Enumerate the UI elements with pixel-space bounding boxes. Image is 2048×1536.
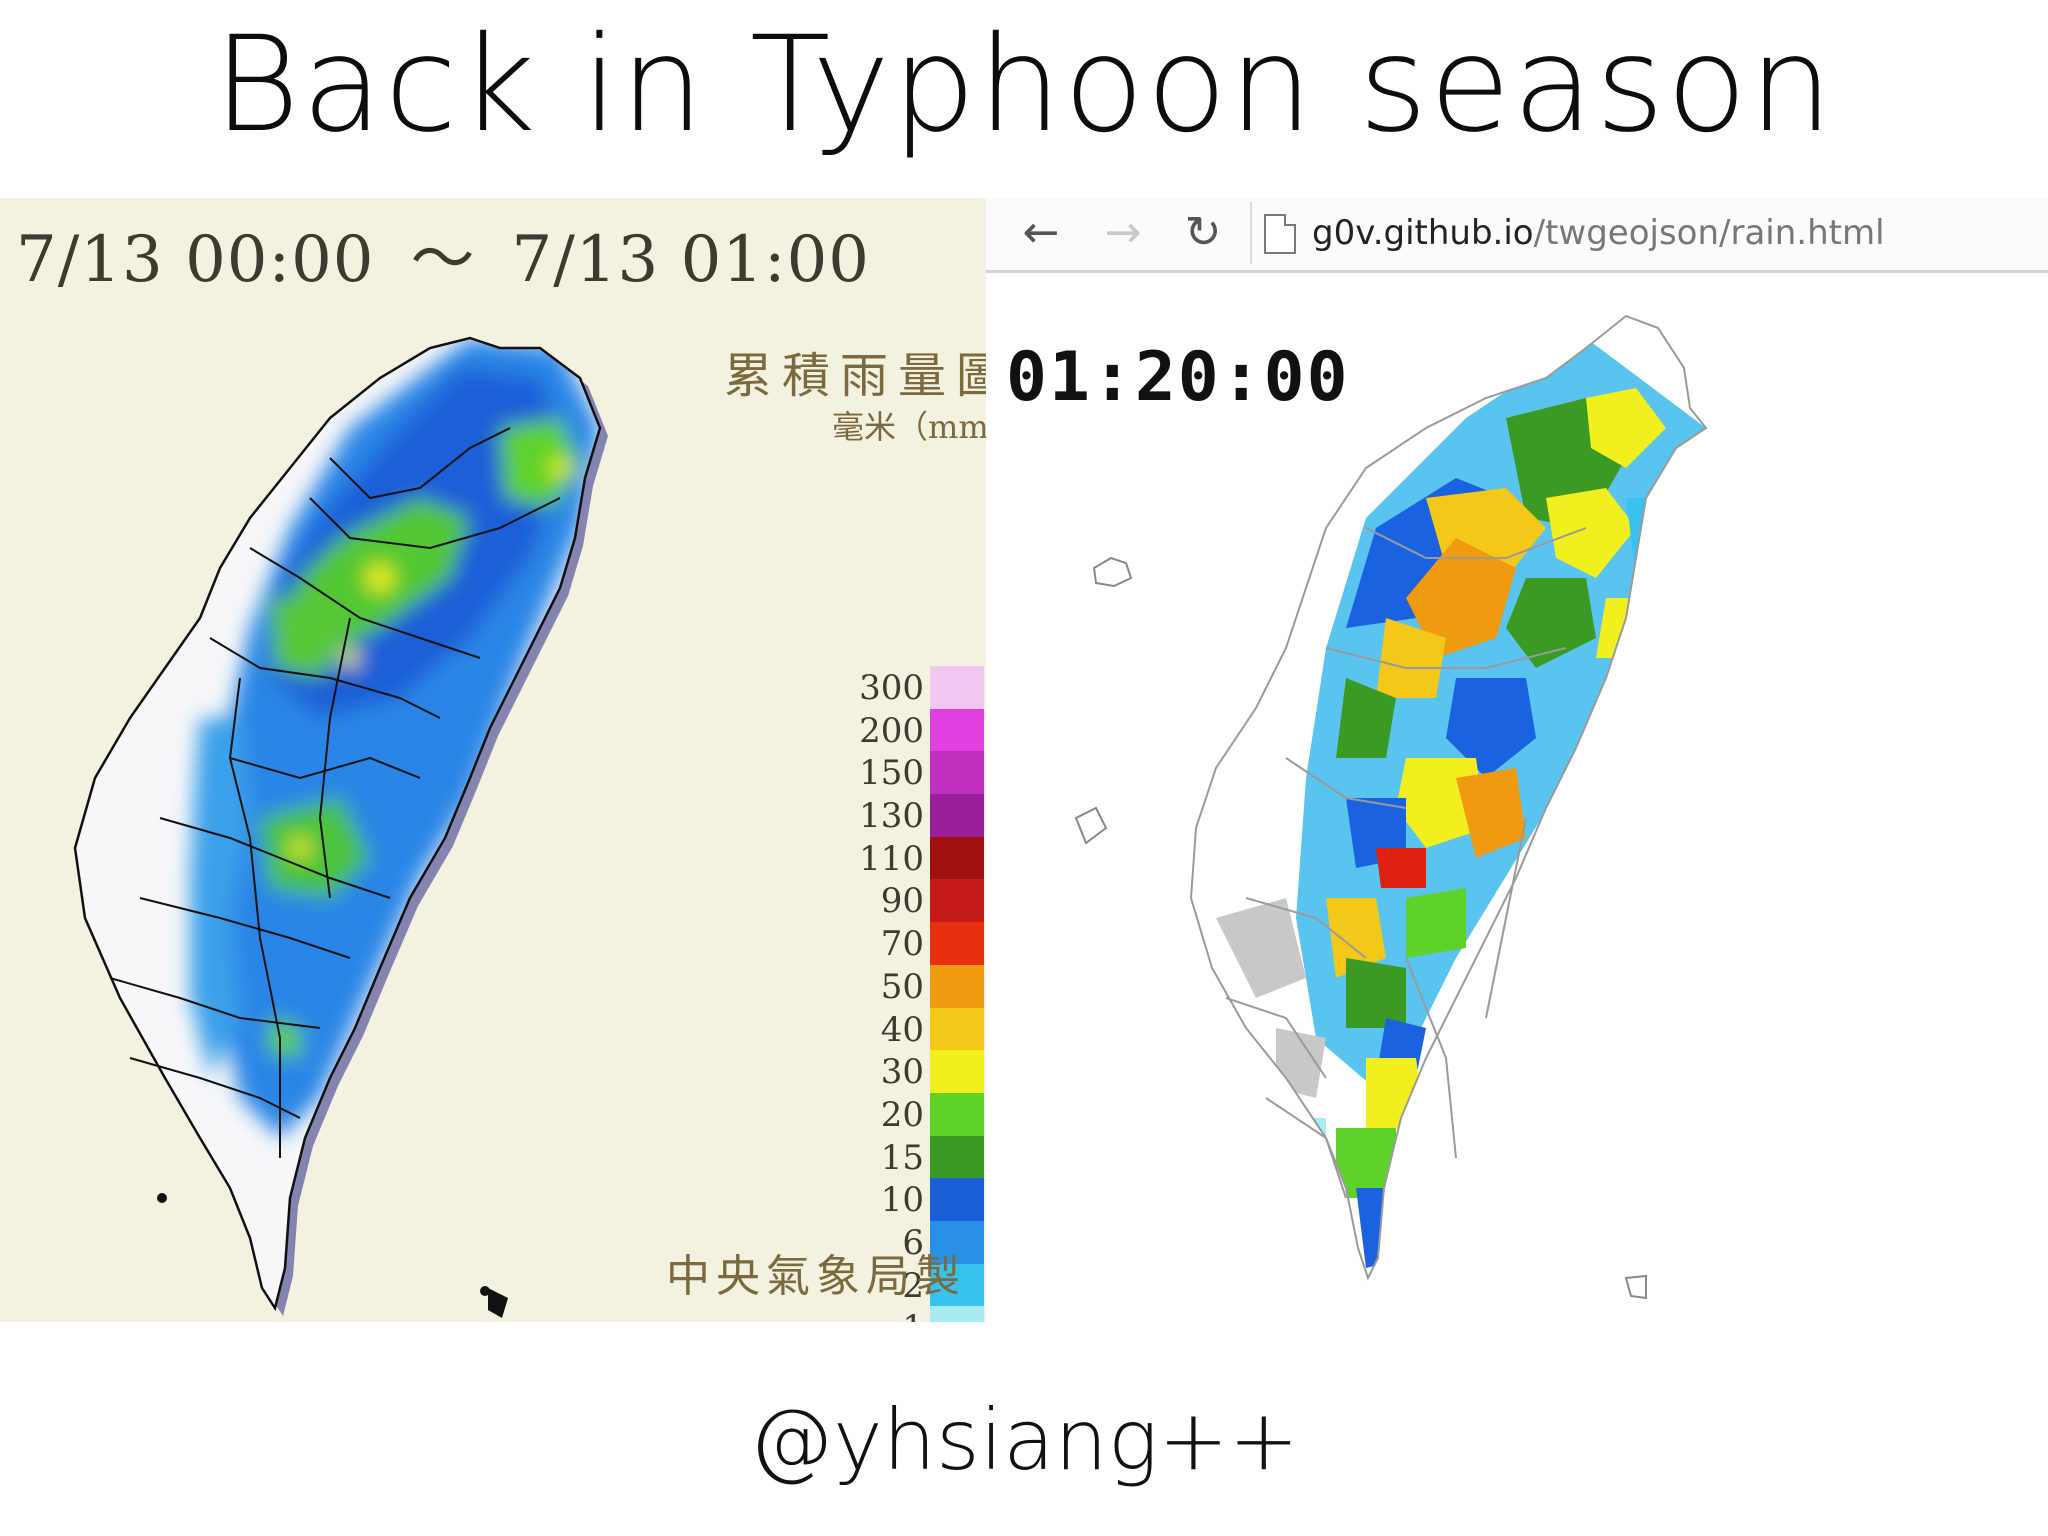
address-bar[interactable]: g0v.github.io/twgeojson/rain.html — [1250, 202, 2046, 264]
legend-swatch — [930, 1220, 984, 1264]
url-path: /twgeojson/rain.html — [1533, 213, 1885, 253]
time-start: 7/13 00:00 — [16, 223, 375, 297]
legend-swatch — [930, 708, 984, 752]
legend-label: 90 — [880, 881, 924, 922]
browser-window: ← → ↻ g0v.github.io/twgeojson/rain.html … — [986, 198, 2048, 1352]
legend-label: 50 — [880, 966, 924, 1007]
legend-row: 110 — [846, 836, 986, 880]
legend-swatch — [930, 836, 984, 880]
legend-row: 1 — [846, 1306, 986, 1322]
legend-label: 130 — [859, 796, 924, 837]
legend-swatch — [930, 1263, 984, 1307]
legend-row: 40 — [846, 1007, 986, 1051]
legend-title: 累積雨量圖 — [724, 348, 1015, 404]
legend-row: 20 — [846, 1092, 986, 1136]
legend-label: 1 — [902, 1308, 924, 1322]
time-separator: ～ — [410, 223, 476, 297]
legend-row: 90 — [846, 879, 986, 923]
back-arrow-icon[interactable]: ← — [1022, 207, 1060, 258]
legend-row: 10 — [846, 1178, 986, 1221]
legend-row: 200 — [846, 708, 986, 752]
legend-row: 150 — [846, 751, 986, 795]
legend-row: 15 — [846, 1135, 986, 1179]
legend-row: 300 — [846, 666, 986, 709]
legend-label: 70 — [880, 924, 924, 965]
footer-handle: @yhsiang++ — [749, 1391, 1299, 1489]
slide-title: Back in Typhoon season — [213, 8, 1835, 162]
url-domain: g0v.github.io — [1312, 213, 1534, 253]
legend-label: 110 — [859, 838, 924, 879]
legend-swatch — [930, 1306, 984, 1322]
map-credit: 中央氣象局製 — [666, 1251, 966, 1302]
legend-row: 30 — [846, 1050, 986, 1093]
cwa-rainfall-map — [0, 198, 986, 1322]
legend-label: 6 — [902, 1222, 924, 1263]
legend-swatch — [930, 922, 984, 965]
legend-swatch — [930, 1050, 984, 1093]
legend-row: 50 — [846, 964, 986, 1008]
legend-swatch — [930, 794, 984, 837]
legend-row: 6 — [846, 1220, 986, 1264]
url-text[interactable]: g0v.github.io/twgeojson/rain.html — [1312, 208, 1885, 258]
browser-toolbar: ← → ↻ g0v.github.io/twgeojson/rain.html — [986, 198, 2048, 273]
legend-swatch — [930, 666, 984, 709]
legend-unit: 毫米（mm — [832, 408, 989, 446]
legend-label: 300 — [859, 668, 924, 708]
legend-swatch — [930, 751, 984, 795]
legend-swatch — [930, 1178, 984, 1221]
g0v-rain-map — [986, 270, 2048, 1352]
time-end: 7/13 01:00 — [511, 223, 870, 297]
legend-label: 150 — [859, 753, 924, 794]
legend-row: 2 — [846, 1263, 986, 1307]
legend-swatch — [930, 1092, 984, 1136]
forward-arrow-icon[interactable]: → — [1104, 207, 1142, 258]
legend-row: 130 — [846, 794, 986, 837]
legend-swatch — [930, 964, 984, 1008]
legend-row: 70 — [846, 922, 986, 965]
page-icon — [1264, 214, 1296, 254]
time-range-label: 7/13 00:00 ～ 7/13 01:00 — [16, 218, 870, 302]
clock-readout: 01:20:00 — [1006, 338, 1350, 417]
legend-swatch — [930, 1135, 984, 1179]
legend-label: 10 — [880, 1180, 924, 1221]
legend-label: 40 — [880, 1009, 924, 1050]
legend-swatch — [930, 1007, 984, 1051]
legend-label: 15 — [880, 1137, 924, 1178]
legend-label: 20 — [880, 1094, 924, 1135]
legend-label: 2 — [902, 1265, 924, 1306]
legend-label: 200 — [859, 710, 924, 751]
legend-label: 30 — [880, 1052, 924, 1093]
legend-swatch — [930, 879, 984, 923]
reload-icon[interactable]: ↻ — [1184, 207, 1222, 258]
